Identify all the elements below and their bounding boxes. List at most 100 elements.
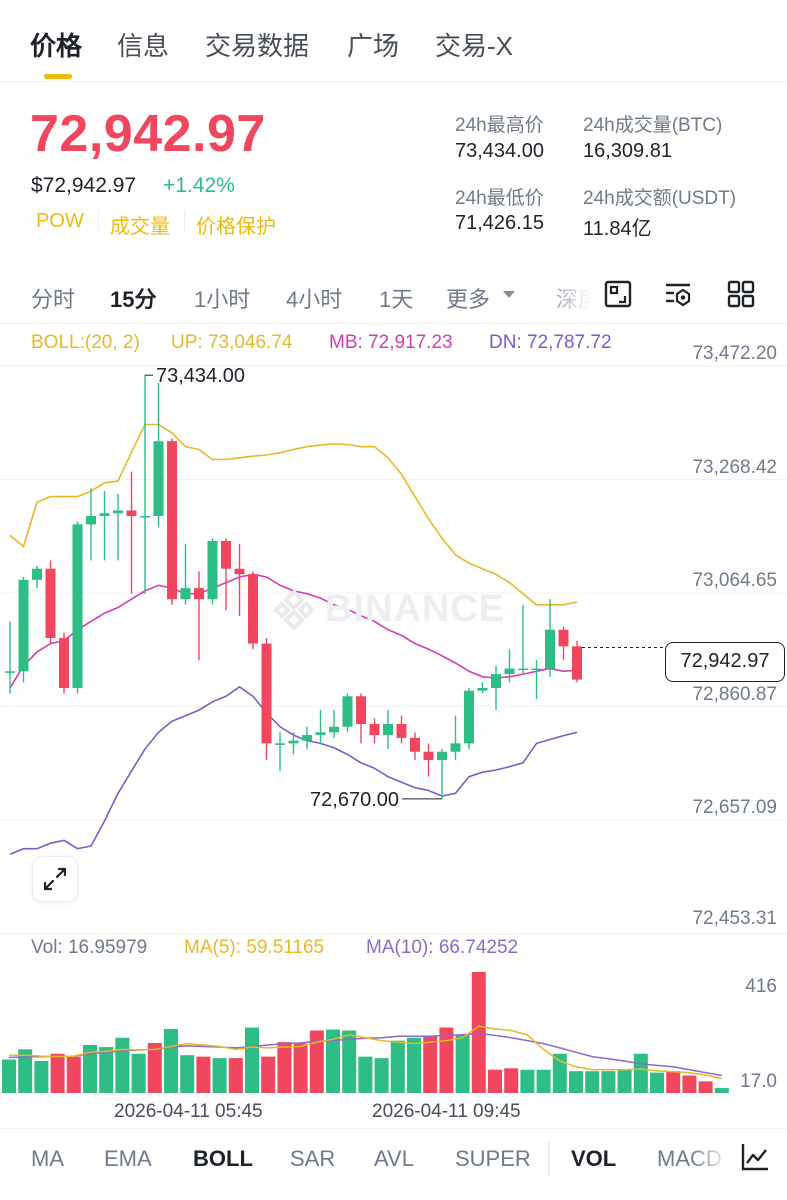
volume-bar (293, 1043, 308, 1093)
boll-up-value: UP: 73,046.74 (171, 332, 293, 353)
boll-upper-line (9, 423, 578, 606)
price-axis-label: 72,657.09 (692, 797, 777, 818)
volume-bar (504, 1068, 519, 1093)
time-axis-label: 2026-04-11 09:45 (372, 1101, 521, 1122)
indicator-avl[interactable]: AVL (374, 1146, 414, 1171)
indicator-sar[interactable]: SAR (290, 1146, 336, 1171)
grid-layout-icon[interactable] (725, 278, 757, 310)
time-axis-label: 2026-04-11 05:45 (114, 1101, 263, 1122)
chart-settings-icon[interactable] (602, 278, 634, 310)
indicator-boll[interactable]: BOLL (193, 1146, 253, 1171)
candle-body (450, 743, 461, 752)
timeframe-more[interactable]: 更多 (446, 287, 491, 312)
top-tab-bar: 价格 信息 交易数据 广场 交易-X (0, 0, 787, 82)
tag-price-protection[interactable]: 价格保护 (196, 216, 276, 238)
indicator-ema[interactable]: EMA (104, 1146, 152, 1171)
volume-bar (633, 1053, 648, 1093)
candle-body (518, 668, 528, 671)
candle-body (329, 726, 339, 733)
candle-body (180, 588, 191, 600)
volume-bar (439, 1027, 454, 1093)
tag-pow[interactable]: POW (36, 210, 84, 232)
volume-bar (99, 1047, 114, 1093)
candle-body (221, 540, 231, 569)
tag-divider (98, 210, 99, 232)
volume-bar (471, 972, 486, 1093)
candle-body (558, 629, 569, 647)
boll-dn-value: DN: 72,787.72 (489, 332, 612, 353)
more-caret-icon[interactable] (500, 285, 518, 303)
high-annotation-label: 73,434.00 (156, 365, 245, 387)
volume-bar (50, 1053, 65, 1093)
candle-body (531, 668, 542, 671)
drawing-tool-icon[interactable] (738, 1140, 772, 1174)
volume-bar (552, 1053, 567, 1093)
volume-bar (66, 1056, 81, 1093)
stat-24h-low-label: 24h最低价 (455, 188, 544, 209)
volume-axis-top: 416 (745, 976, 777, 997)
expand-chart-button[interactable] (32, 856, 78, 902)
tab-trade-x[interactable]: 交易-X (435, 31, 514, 61)
indicator-vol[interactable]: VOL (571, 1146, 617, 1171)
candle-body (32, 568, 42, 580)
candle-body (234, 568, 245, 575)
timeframe-1h[interactable]: 1小时 (194, 287, 251, 312)
volume-ma5-line (9, 1025, 722, 1080)
price-axis-label: 72,453.31 (692, 908, 777, 929)
candle-body (410, 737, 420, 752)
indicator-divider (548, 1142, 550, 1176)
low-annotation-label: 72,670.00 (310, 789, 399, 811)
timeframe-4h[interactable]: 4小时 (286, 287, 343, 312)
volume-bar (196, 1056, 211, 1093)
volume-bar (698, 1081, 713, 1093)
vol-ma10-value: MA(10): 66.74252 (366, 937, 519, 958)
volume-divider (0, 933, 787, 934)
candle-body (464, 690, 474, 744)
volume-bar (520, 1069, 535, 1093)
chart-top-divider (0, 323, 787, 324)
tag-divider (184, 210, 185, 232)
candle-body (153, 441, 164, 517)
indicator-settings-icon[interactable] (662, 278, 694, 310)
volume-bar (326, 1029, 340, 1093)
candle-body (113, 510, 123, 514)
price-axis-label: 72,860.87 (692, 684, 777, 705)
tab-price[interactable]: 价格 (30, 31, 83, 61)
volume-bar (390, 1040, 405, 1093)
candle-body (437, 751, 447, 761)
price-chart[interactable]: 73,434.00 72,670.00 (0, 320, 787, 940)
candle-body (491, 674, 501, 688)
tab-info[interactable]: 信息 (117, 31, 170, 61)
volume-bar (358, 1056, 373, 1093)
candle-body (396, 723, 407, 738)
volume-chart[interactable] (0, 960, 787, 1100)
volume-axis-bottom: 17.0 (740, 1071, 777, 1092)
volume-bar (212, 1058, 227, 1093)
tab-square[interactable]: 广场 (347, 31, 400, 61)
current-price-marker[interactable]: 72,942.97 (665, 642, 785, 682)
indicator-ma[interactable]: MA (31, 1146, 64, 1171)
timeframe-line[interactable]: 分时 (31, 287, 76, 312)
candle-body (572, 646, 582, 680)
timeframe-1d[interactable]: 1天 (379, 287, 414, 312)
candle-body (302, 735, 312, 741)
tab-trading-data[interactable]: 交易数据 (205, 31, 310, 61)
indicator-super[interactable]: SUPER (455, 1146, 531, 1171)
candle-body (261, 643, 272, 744)
tag-volume[interactable]: 成交量 (110, 216, 170, 238)
volume-bar (342, 1030, 357, 1093)
volume-bar (650, 1072, 664, 1093)
candle-body (315, 732, 326, 736)
candle-body (126, 510, 137, 517)
price-axis-label: 73,268.42 (692, 457, 777, 478)
binance-watermark: BINANCE (325, 588, 506, 630)
stat-24h-turnover-usdt-label: 24h成交额(USDT) (583, 188, 737, 209)
candle-body (477, 687, 488, 691)
candle-body (545, 629, 555, 669)
volume-bar (374, 1058, 389, 1093)
candle-body (288, 740, 299, 744)
volume-bar (2, 1059, 16, 1093)
stat-24h-low-value: 71,426.15 (455, 212, 544, 234)
price-axis-label: 73,472.20 (692, 343, 777, 364)
timeframe-15m[interactable]: 15分 (110, 287, 157, 312)
